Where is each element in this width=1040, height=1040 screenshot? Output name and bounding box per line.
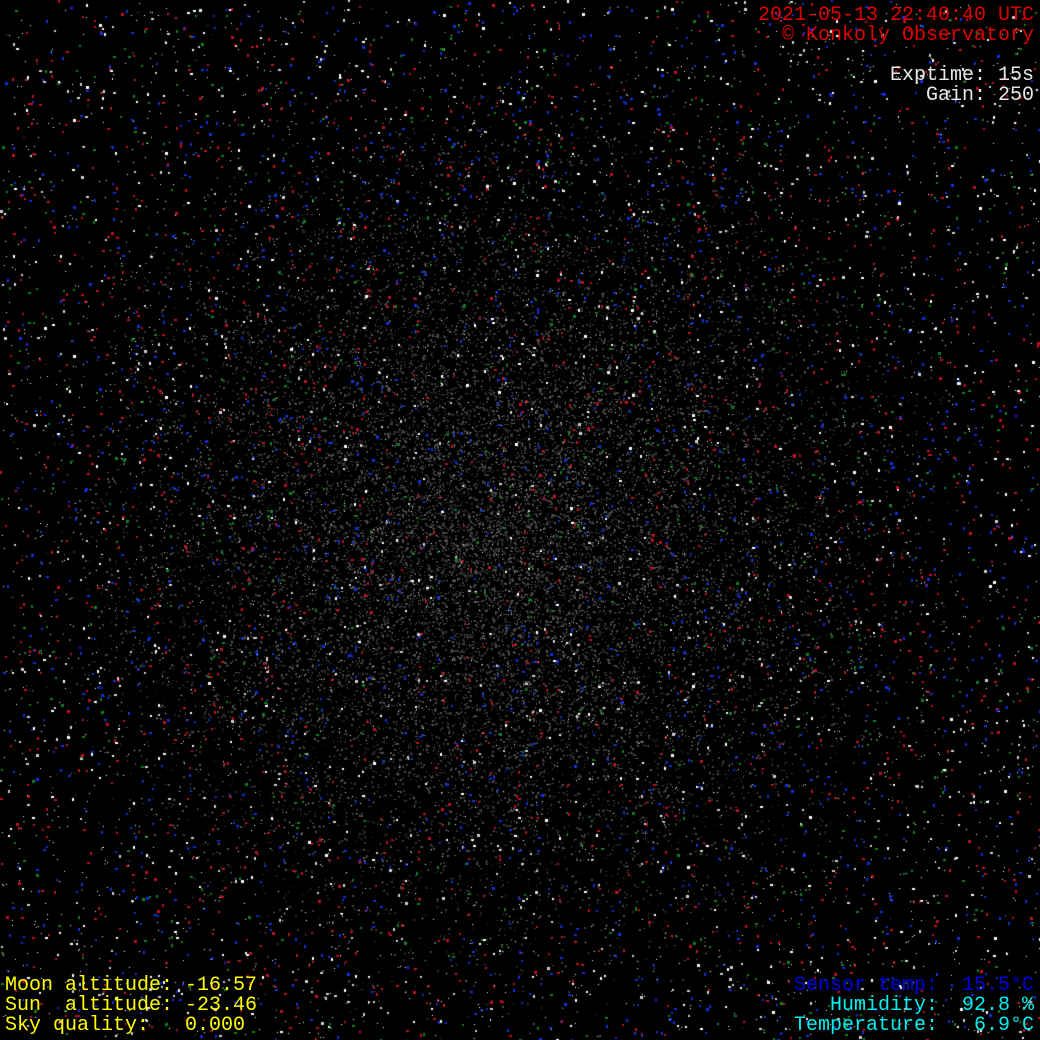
weather-info: Sensor temp: 15.5°C Humidity: 92.8 % Tempe…	[794, 976, 1034, 1036]
camera-settings: Exptime: 15s Gain: 250	[890, 66, 1034, 106]
sensor-temp: Sensor temp: 15.5°C	[793, 974, 1034, 997]
moon-altitude: Moon altitude: -16.57	[5, 974, 258, 997]
timestamp: 2021-05-13 22:40:40 UTC	[757, 4, 1034, 27]
temperature: Temperature: 6.9°C	[793, 1014, 1034, 1037]
humidity: Humidity: 92.8 %	[829, 994, 1034, 1017]
gain: Gain: 250	[925, 84, 1034, 107]
sun-altitude: Sun altitude: -23.46	[5, 994, 258, 1017]
astro-info: Moon altitude: -16.57 Sun altitude: -23.4…	[5, 976, 257, 1036]
copyright: © Konkoly Observatory	[781, 24, 1034, 47]
exptime: Exptime: 15s	[889, 64, 1034, 87]
sky-quality: Sky quality: 0.000	[5, 1014, 246, 1037]
header-overlay: 2021-05-13 22:40:40 UTC © Konkoly Observa…	[758, 6, 1034, 46]
